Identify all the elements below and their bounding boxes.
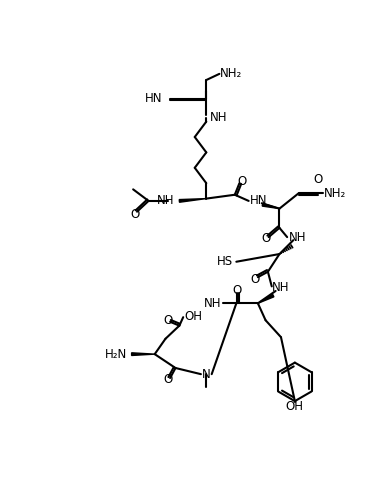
Text: HN: HN (250, 194, 268, 207)
Polygon shape (258, 294, 274, 304)
Text: NH: NH (210, 112, 228, 124)
Text: N: N (202, 368, 211, 380)
Text: O: O (314, 173, 323, 186)
Text: HN: HN (145, 92, 162, 105)
Polygon shape (179, 198, 206, 202)
Text: O: O (250, 273, 260, 286)
Text: O: O (233, 284, 242, 298)
Text: O: O (262, 232, 271, 245)
Text: O: O (163, 373, 173, 386)
Text: OH: OH (184, 310, 202, 323)
Text: HS: HS (217, 255, 233, 268)
Text: OH: OH (286, 400, 304, 413)
Polygon shape (262, 204, 279, 208)
Text: NH₂: NH₂ (219, 68, 242, 80)
Polygon shape (131, 353, 155, 356)
Text: NH: NH (272, 280, 289, 293)
Text: NH: NH (204, 297, 222, 310)
Text: O: O (163, 314, 173, 327)
Text: NH: NH (157, 194, 174, 207)
Text: H₂N: H₂N (105, 348, 127, 360)
Text: NH: NH (289, 230, 306, 243)
Text: NH₂: NH₂ (324, 186, 346, 200)
Text: O: O (238, 175, 247, 188)
Text: O: O (130, 208, 139, 220)
